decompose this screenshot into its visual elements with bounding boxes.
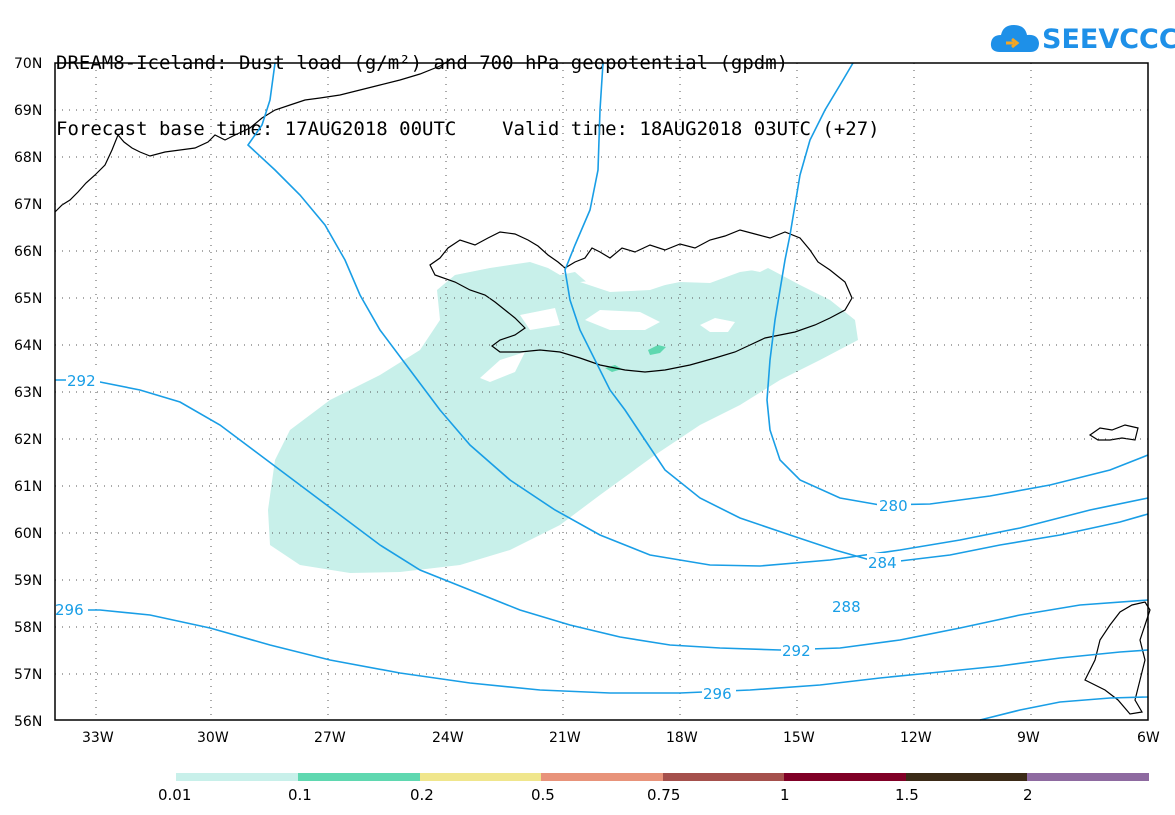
- lat-label: 57N: [14, 667, 42, 683]
- dust-hole-center: [585, 310, 660, 330]
- scotland-coast: [1084, 601, 1151, 715]
- legend-label: 1: [780, 786, 790, 804]
- lon-label: 24W: [432, 730, 464, 746]
- legend-swatch: [176, 773, 298, 781]
- legend-label: 0.5: [531, 786, 555, 804]
- contour-label-296-west: 296: [55, 601, 84, 619]
- lat-label: 60N: [14, 526, 42, 542]
- contour-label-292: 292: [782, 642, 811, 660]
- seevccc-logo: SEEVCCC: [990, 20, 1175, 60]
- legend-swatch: [906, 773, 1027, 781]
- coastlines: [54, 59, 1151, 715]
- lat-label: 64N: [14, 338, 42, 354]
- dust-high-spot: [648, 345, 666, 355]
- legend-swatch: [663, 773, 784, 781]
- legend-label: 1.5: [895, 786, 919, 804]
- contour-296: [55, 609, 1149, 694]
- legend-label: 0.2: [410, 786, 434, 804]
- contour-292-left: [55, 379, 1149, 651]
- lon-label: 12W: [900, 730, 932, 746]
- longitude-labels: 33W 30W 27W 24W 21W 18W 15W 12W 9W 6W: [82, 730, 1160, 746]
- legend-label: 0.1: [288, 786, 312, 804]
- lon-label: 27W: [314, 730, 346, 746]
- lat-label: 67N: [14, 197, 42, 213]
- legend-swatch: [420, 773, 541, 781]
- lon-label: 21W: [549, 730, 581, 746]
- legend-colorbar: 0.01 0.1 0.2 0.5 0.75 1 1.5 2: [158, 773, 1149, 804]
- title-line-2: Forecast base time: 17AUG2018 00UTC Vali…: [56, 118, 880, 140]
- lat-label: 62N: [14, 432, 42, 448]
- geopotential-contours: [55, 62, 1149, 721]
- lat-label: 59N: [14, 573, 42, 589]
- lon-label: 6W: [1137, 730, 1160, 746]
- lat-label: 68N: [14, 150, 42, 166]
- lon-label: 9W: [1017, 730, 1040, 746]
- contour-label-284: 284: [868, 554, 897, 572]
- iceland-coast: [429, 229, 853, 373]
- lon-label: 18W: [666, 730, 698, 746]
- contour-label-280: 280: [879, 497, 908, 515]
- contour-label-288: 288: [832, 598, 861, 616]
- dust-hole-north: [520, 308, 560, 330]
- cloud-icon: [990, 25, 1039, 52]
- legend-label: 2: [1023, 786, 1033, 804]
- lon-label: 30W: [197, 730, 229, 746]
- faroe-coast: [1088, 424, 1139, 441]
- greenland-coast: [54, 59, 451, 213]
- dust-hole-east: [700, 318, 735, 332]
- legend-swatch: [541, 773, 663, 781]
- lat-label: 66N: [14, 244, 42, 260]
- lat-label: 65N: [14, 291, 42, 307]
- contour-label-292-west: 292: [67, 372, 96, 390]
- map-frame: [54, 62, 1149, 721]
- lat-label: 58N: [14, 620, 42, 636]
- contour-label-296: 296: [703, 685, 732, 703]
- contour-west-vertical: [246, 62, 1149, 567]
- lat-label: 70N: [14, 56, 42, 72]
- lat-label: 63N: [14, 385, 42, 401]
- legend-label: 0.01: [158, 786, 191, 804]
- legend-swatch: [784, 773, 906, 781]
- legend-swatch: [1027, 773, 1149, 781]
- latitude-labels: 70N 69N 68N 67N 66N 65N 64N 63N 62N 61N …: [14, 56, 42, 730]
- dust-hole-west: [480, 352, 525, 382]
- contour-east-vertical: [766, 62, 1149, 506]
- dust-region-main: [268, 262, 858, 573]
- contour-center-vertical: [564, 62, 1149, 562]
- lon-label: 15W: [783, 730, 815, 746]
- logo-text: SEEVCCC: [1042, 24, 1175, 55]
- legend-swatch: [298, 773, 420, 781]
- contour-labels: 292 296 280 284 288 292 296: [54, 371, 911, 703]
- legend-label: 0.75: [647, 786, 680, 804]
- lon-label: 33W: [82, 730, 114, 746]
- lat-label: 69N: [14, 103, 42, 119]
- lat-label: 56N: [14, 714, 42, 730]
- contour-300: [979, 696, 1149, 721]
- lat-label: 61N: [14, 479, 42, 495]
- graticule: [55, 63, 1148, 720]
